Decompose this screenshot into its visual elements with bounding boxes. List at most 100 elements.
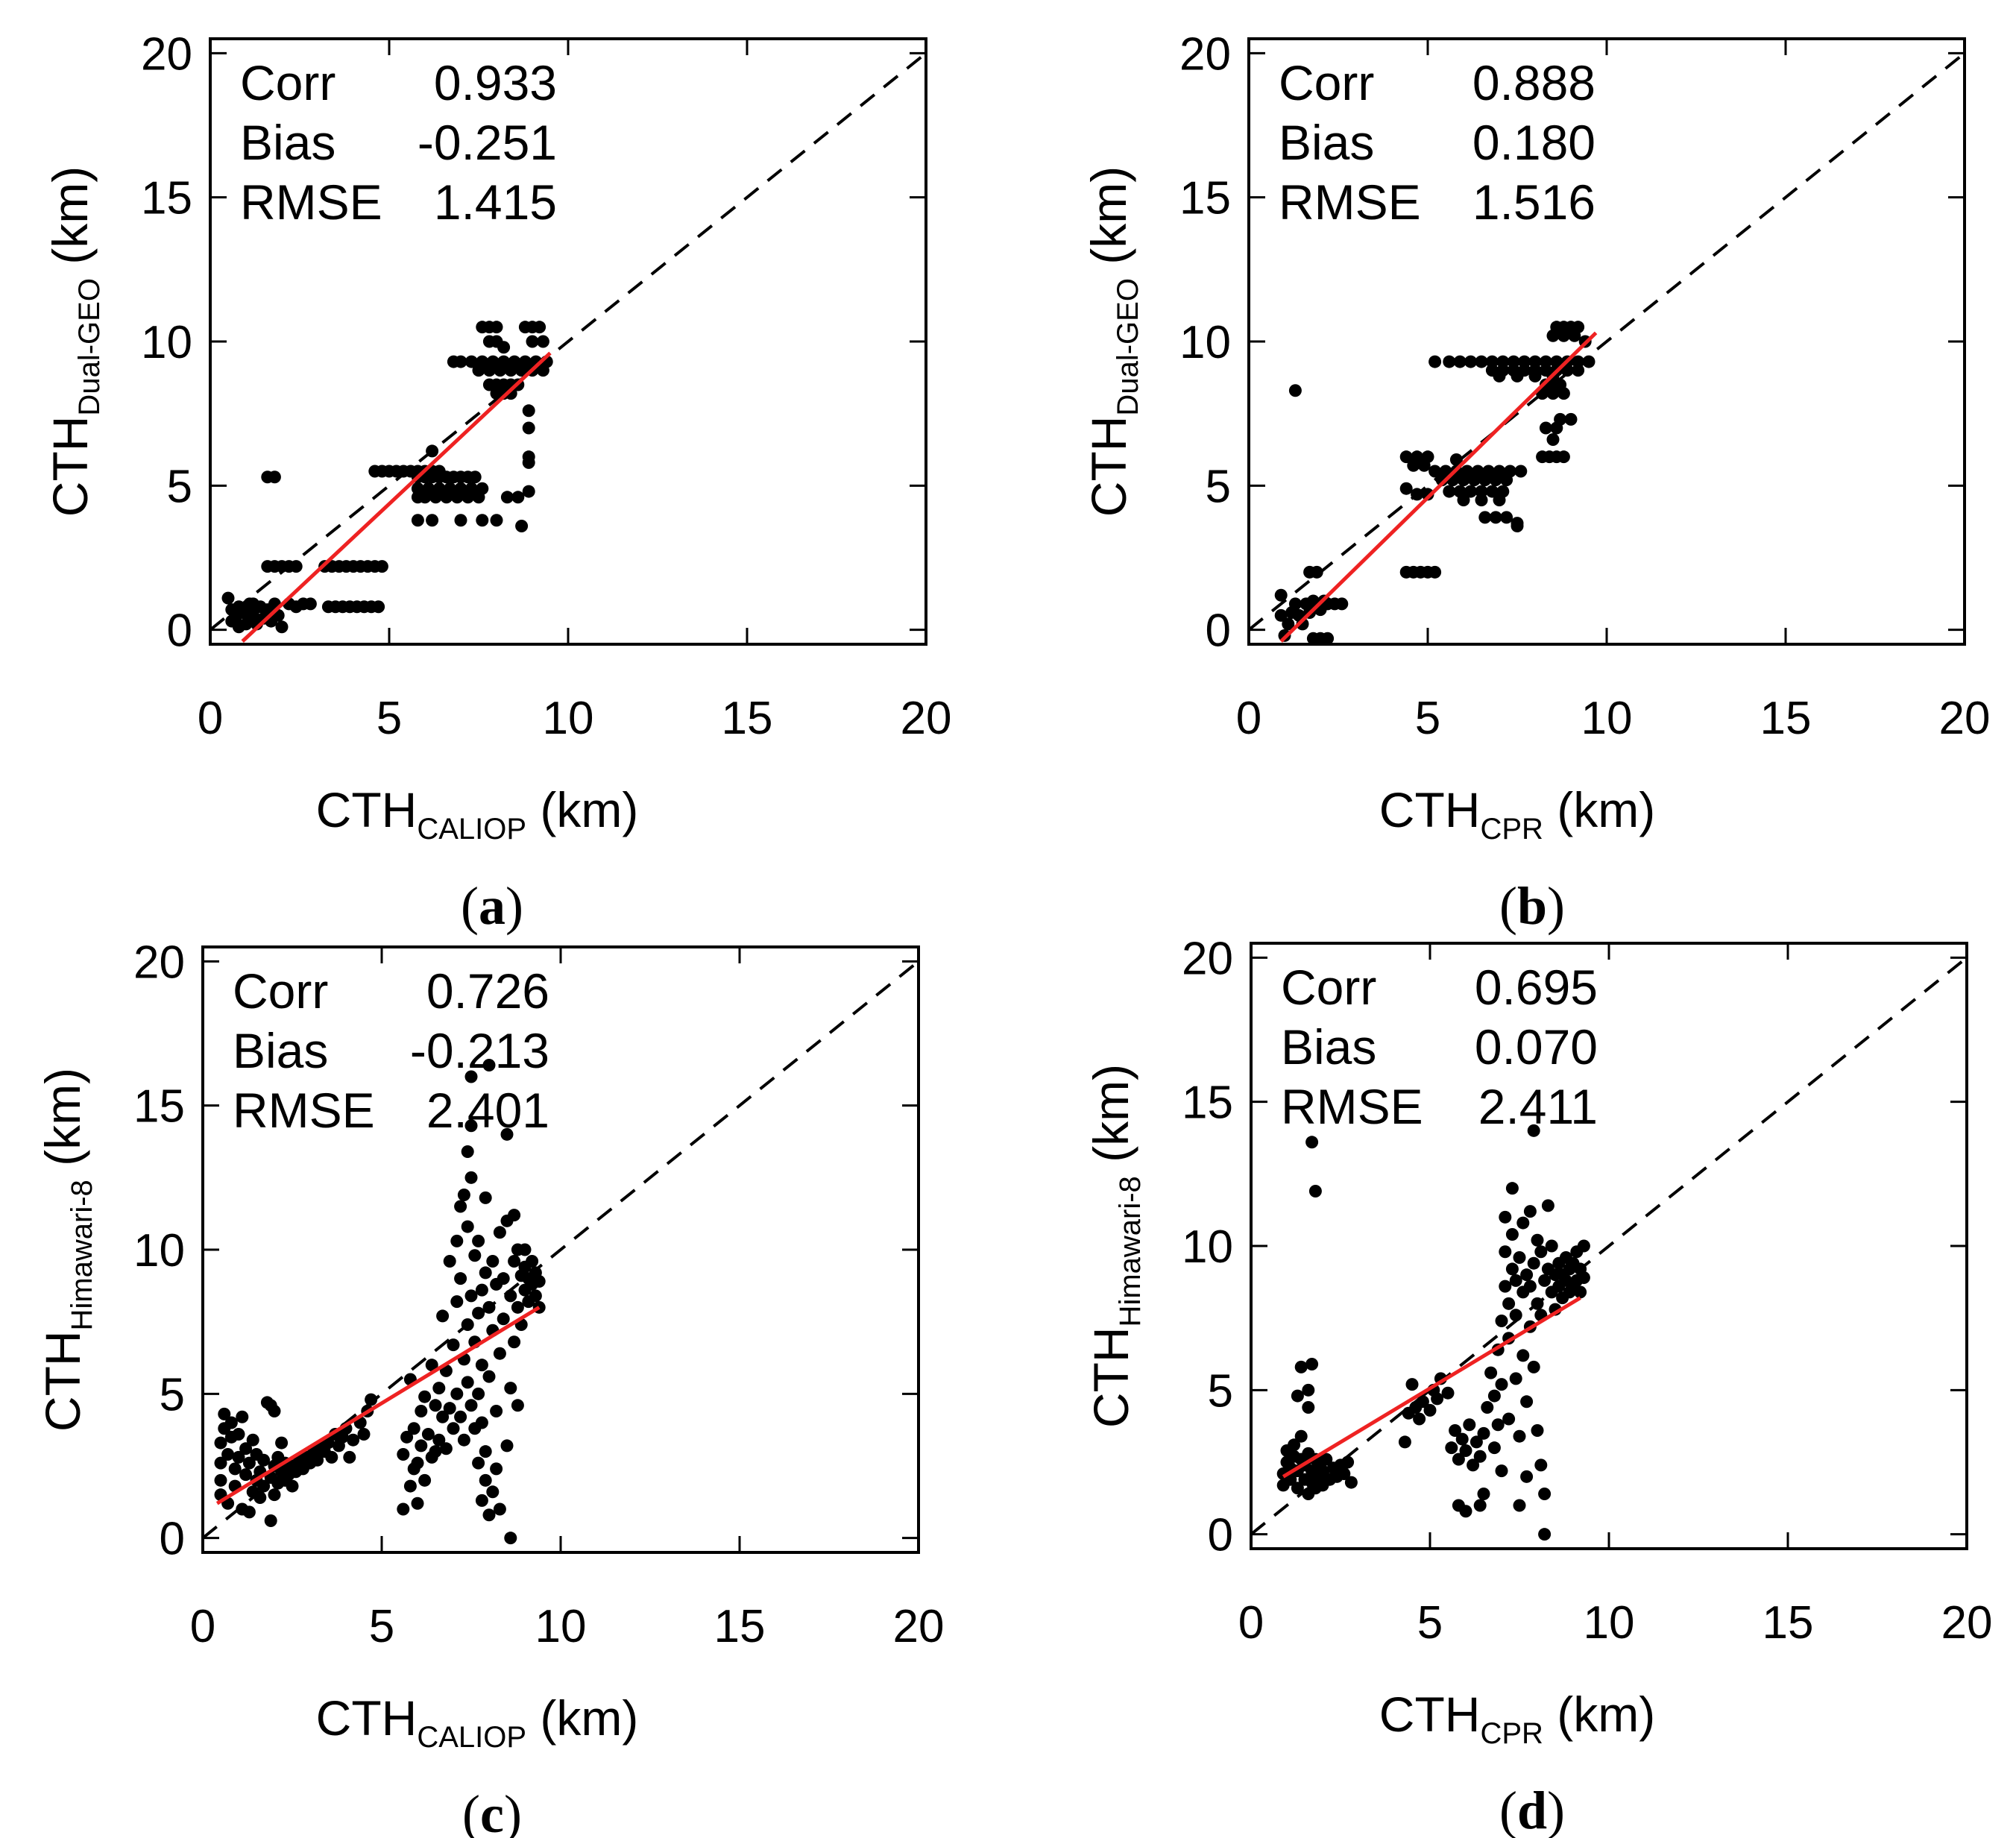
data-point [472,1234,485,1247]
data-point [490,321,503,334]
data-point [500,1127,514,1141]
data-point [224,1416,238,1429]
x-axis-label: CTHCPR (km) [1379,782,1655,846]
data-point [264,1514,277,1527]
data-point [1302,1401,1315,1414]
y-tick-label: 0 [1206,605,1231,657]
data-point [461,1145,474,1159]
data-point [429,491,442,504]
data-point [526,1254,539,1268]
data-point [1407,459,1420,472]
data-point [490,1405,503,1418]
y-tick-label: 15 [141,173,192,224]
data-point [1399,450,1413,464]
data-point [1405,1378,1419,1391]
data-point [275,1436,289,1450]
data-point [1288,384,1302,397]
data-point [1511,519,1524,532]
chart-panel-c: 0 5 10 15 20 0 5 10 15 20 Corr 0.726 Bias -0.213 RMSE 2… [35,937,944,1838]
data-point [1478,511,1492,524]
data-point [421,1427,435,1441]
chart-panel-a: 0 5 10 15 20 0 5 10 15 20 Corr 0.933 Bias -0.251 RMSE 1… [42,28,951,936]
stat-name: Corr [1279,55,1374,110]
data-point [1513,1429,1526,1443]
data-point [1577,1271,1590,1285]
data-point [482,1508,496,1522]
stat-name: RMSE [1281,1079,1423,1134]
x-tick-label: 10 [1584,1597,1635,1649]
x-tick-label: 15 [714,1601,766,1652]
data-point [239,617,253,631]
data-point [536,364,549,377]
data-point [1523,1205,1537,1218]
data-point [242,1456,256,1470]
data-point [228,1462,242,1476]
y-tick-label: 5 [160,1369,185,1420]
data-point [1509,1372,1522,1385]
data-point [1473,1499,1487,1512]
data-point [522,456,535,469]
data-point [1509,1274,1522,1287]
data-point [1288,1438,1301,1452]
data-point [493,1226,506,1239]
data-point [1441,1386,1455,1400]
data-point [1417,459,1431,472]
stat-value: 0.695 [1475,960,1598,1015]
data-point [1459,1505,1472,1518]
stat-name: Corr [1281,960,1376,1015]
data-point [1511,369,1524,383]
data-point [1487,1389,1501,1403]
data-point [454,514,467,527]
stat-value: 0.070 [1475,1019,1598,1074]
x-tick-label: 10 [543,693,594,744]
y-tick-label: 0 [160,1514,185,1565]
stat-value: 2.401 [426,1083,549,1138]
data-point [1459,1444,1472,1458]
data-point [1443,485,1456,498]
data-point [325,1450,338,1464]
data-point [1489,511,1502,524]
data-point [504,1382,517,1395]
data-point [375,560,388,573]
data-point [1499,1245,1512,1259]
data-point [1445,1441,1458,1455]
data-points [221,321,553,634]
data-point [418,1390,432,1403]
x-tick-label: 15 [722,693,773,744]
data-point [1455,1432,1469,1446]
data-point [511,491,525,504]
data-point [1527,1124,1540,1137]
data-point [536,335,549,348]
data-point [468,470,482,484]
data-point [450,1234,464,1247]
data-point [311,1453,324,1467]
data-point [497,1312,510,1326]
data-point [1305,1358,1319,1371]
data-point [1308,1185,1322,1198]
data-point [1505,1262,1519,1276]
data-point [1502,1297,1516,1310]
data-point [1564,412,1578,426]
data-point [508,1254,521,1268]
data-point [232,1450,245,1464]
data-point [461,1318,474,1332]
data-point [479,1445,492,1458]
data-point [454,1200,467,1213]
data-point [1577,1239,1590,1253]
data-point [1534,1458,1548,1472]
x-tick-label: 5 [1417,1597,1443,1649]
data-point [447,1338,460,1352]
data-point [1428,465,1442,478]
stat-name: Bias [1279,115,1374,170]
data-point [486,1485,500,1499]
data-point [522,485,535,498]
data-point [475,1416,488,1429]
data-point [493,1347,506,1360]
x-tick-label: 20 [893,1601,945,1652]
data-point [289,560,303,573]
data-point [497,1272,510,1285]
data-point [429,1399,442,1412]
data-point [1493,494,1506,507]
data-point [1516,1349,1530,1362]
data-point [418,1473,432,1487]
